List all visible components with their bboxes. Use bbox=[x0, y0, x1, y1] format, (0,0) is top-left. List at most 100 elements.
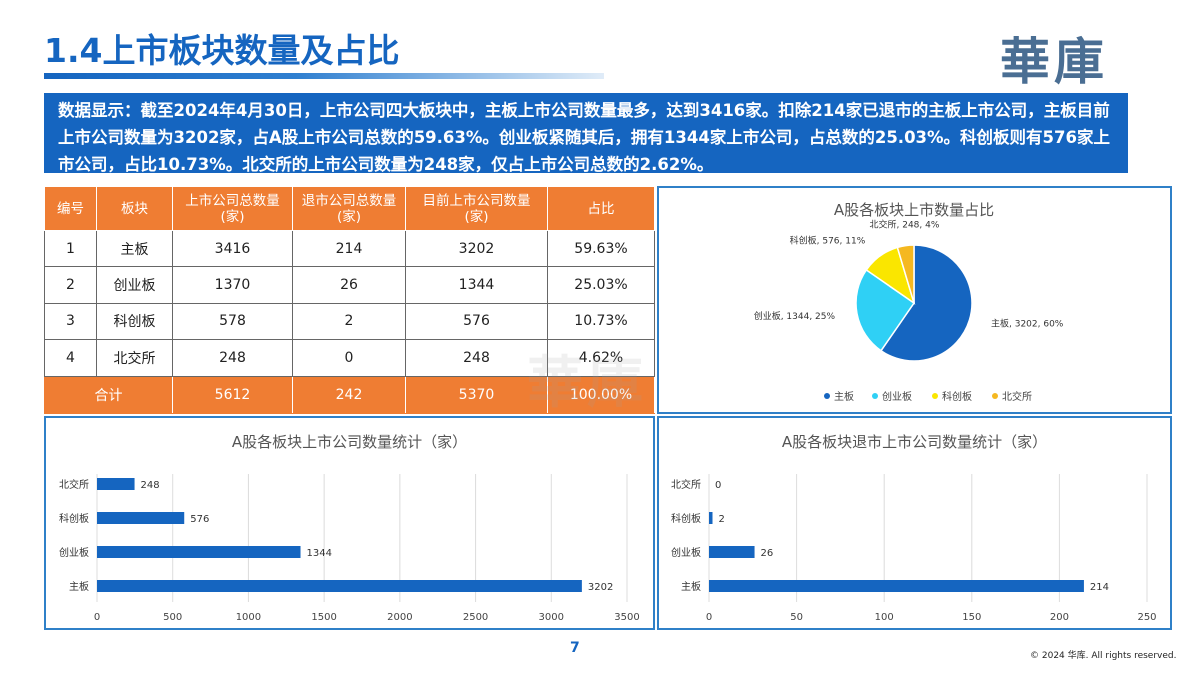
x-tick-label: 500 bbox=[163, 612, 182, 623]
chart-title: A股各板块退市上市公司数量统计（家） bbox=[782, 433, 1047, 451]
table-cell: 2 bbox=[292, 302, 406, 341]
bar bbox=[709, 546, 755, 558]
x-tick-label: 250 bbox=[1137, 612, 1156, 623]
table-header-row: 编号 板块 上市公司总数量 (家) 退市公司总数量 (家) 目前上市公司数量 (… bbox=[44, 186, 655, 231]
table-cell: 4.62% bbox=[547, 339, 655, 377]
table-cell: 3 bbox=[44, 302, 97, 341]
table-cell: 3416 bbox=[172, 229, 293, 268]
bar bbox=[97, 546, 301, 558]
stats-table: 编号 板块 上市公司总数量 (家) 退市公司总数量 (家) 目前上市公司数量 (… bbox=[44, 186, 655, 415]
x-tick-label: 100 bbox=[875, 612, 894, 623]
listed-count-bar-chart: A股各板块上市公司数量统计（家） 0 500 1000 1500 2000 2500 3000… bbox=[59, 433, 640, 623]
page-number: 7 bbox=[570, 640, 580, 656]
table-cell: 242 bbox=[292, 375, 406, 415]
table-cell: 100.00% bbox=[547, 375, 655, 415]
summary-text: 数据显示：截至2024年4月30日，上市公司四大板块中，主板上市公司数量最多，达… bbox=[44, 93, 1128, 174]
table-cell: 4 bbox=[44, 339, 97, 377]
legend-marker bbox=[992, 393, 998, 399]
x-tick-label: 3000 bbox=[539, 612, 564, 623]
legend-label: 科创板 bbox=[942, 390, 972, 403]
x-tick-label: 150 bbox=[962, 612, 981, 623]
bar-data-label: 1344 bbox=[307, 548, 332, 559]
x-tick-label: 200 bbox=[1050, 612, 1069, 623]
table-header: 退市公司总数量 (家) bbox=[292, 186, 406, 231]
table-cell: 10.73% bbox=[547, 302, 655, 341]
table-total-row: 合计 5612 242 5370 100.00% bbox=[44, 375, 655, 415]
bar-data-label: 3202 bbox=[588, 582, 613, 593]
legend-marker bbox=[872, 393, 878, 399]
bar bbox=[709, 580, 1084, 592]
pie-chart-panel: A股各板块上市数量占比主板, 3202, 60% 创业板, 1344, 25% 科创… bbox=[657, 186, 1172, 414]
bar-data-label: 2 bbox=[719, 514, 725, 525]
delisted-count-bar-chart: A股各板块退市上市公司数量统计（家） 0 50 100 150 200 250 北交所 0 科创板… bbox=[671, 433, 1157, 623]
title-underline bbox=[44, 73, 604, 79]
x-tick-label: 2000 bbox=[387, 612, 412, 623]
table-cell: 创业板 bbox=[96, 266, 173, 304]
table-cell: 26 bbox=[292, 266, 406, 304]
legend-marker bbox=[824, 393, 830, 399]
listed-count-chart-panel: A股各板块上市公司数量统计（家） 0 500 1000 1500 2000 2500 3000… bbox=[44, 416, 655, 630]
y-category-label: 主板 bbox=[69, 580, 89, 593]
x-tick-label: 2500 bbox=[463, 612, 488, 623]
table-row: 3 科创板 578 2 576 10.73% bbox=[44, 302, 655, 341]
table-cell: 248 bbox=[172, 339, 293, 377]
table-cell: 1 bbox=[44, 229, 97, 268]
pie-slice bbox=[855, 268, 916, 352]
x-tick-label: 1000 bbox=[236, 612, 261, 623]
table-cell: 2 bbox=[44, 266, 97, 304]
legend-label: 创业板 bbox=[882, 390, 912, 403]
pie-slice bbox=[879, 244, 973, 362]
table-header: 编号 bbox=[44, 186, 97, 231]
table-cell: 1370 bbox=[172, 266, 293, 304]
chart-title: A股各板块上市公司数量统计（家） bbox=[232, 433, 467, 451]
bar-data-label: 26 bbox=[761, 548, 774, 559]
table-cell: 北交所 bbox=[96, 339, 173, 377]
y-category-label: 北交所 bbox=[671, 478, 701, 491]
pie-data-label: 创业板, 1344, 25% bbox=[754, 310, 836, 322]
table-cell: 5370 bbox=[405, 375, 548, 415]
table-cell: 0 bbox=[292, 339, 406, 377]
table-cell: 主板 bbox=[96, 229, 173, 268]
table-cell: 214 bbox=[292, 229, 406, 268]
y-category-label: 科创板 bbox=[671, 512, 701, 525]
x-tick-label: 0 bbox=[706, 612, 712, 623]
table-header: 上市公司总数量 (家) bbox=[172, 186, 293, 231]
bar bbox=[709, 512, 713, 524]
copyright-text: © 2024 华库. All rights reserved. bbox=[1030, 651, 1177, 661]
table-cell: 578 bbox=[172, 302, 293, 341]
total-label: 合计 bbox=[44, 375, 173, 415]
y-category-label: 科创板 bbox=[59, 512, 89, 525]
bar bbox=[97, 512, 185, 524]
table-cell: 248 bbox=[405, 339, 548, 377]
page-title: 1.4上市板块数量及占比 bbox=[44, 31, 400, 70]
table-header: 目前上市公司数量 (家) bbox=[405, 186, 548, 231]
table-cell: 59.63% bbox=[547, 229, 655, 268]
y-category-label: 创业板 bbox=[59, 546, 89, 559]
y-category-label: 北交所 bbox=[59, 478, 89, 491]
table-row: 4 北交所 248 0 248 4.62% bbox=[44, 339, 655, 377]
chart-title: A股各板块上市数量占比 bbox=[834, 201, 994, 219]
table-row: 2 创业板 1370 26 1344 25.03% bbox=[44, 266, 655, 304]
x-tick-label: 0 bbox=[94, 612, 100, 623]
pie-data-label: 科创板, 576, 11% bbox=[790, 235, 866, 247]
y-category-label: 创业板 bbox=[671, 546, 701, 559]
bar-data-label: 0 bbox=[715, 480, 721, 491]
table-cell: 3202 bbox=[405, 229, 548, 268]
table-cell: 科创板 bbox=[96, 302, 173, 341]
delisted-count-chart-panel: A股各板块退市上市公司数量统计（家） 0 50 100 150 200 250 北交所 0 科创板… bbox=[657, 416, 1172, 630]
x-tick-label: 50 bbox=[790, 612, 803, 623]
legend-label: 北交所 bbox=[1002, 390, 1032, 403]
table-header: 板块 bbox=[96, 186, 173, 231]
bar-data-label: 248 bbox=[141, 480, 160, 491]
bar-data-label: 214 bbox=[1090, 582, 1109, 593]
pie-slice bbox=[896, 244, 915, 304]
pie-data-label: 主板, 3202, 60% bbox=[991, 318, 1064, 330]
pie-data-label: 北交所, 248, 4% bbox=[870, 219, 940, 231]
table-row: 1 主板 3416 214 3202 59.63% bbox=[44, 229, 655, 268]
bar-data-label: 576 bbox=[190, 514, 209, 525]
bar bbox=[97, 478, 135, 490]
x-tick-label: 3500 bbox=[614, 612, 639, 623]
table-header: 占比 bbox=[547, 186, 655, 231]
brand-logo: 華庫 bbox=[1000, 32, 1108, 91]
table-cell: 576 bbox=[405, 302, 548, 341]
